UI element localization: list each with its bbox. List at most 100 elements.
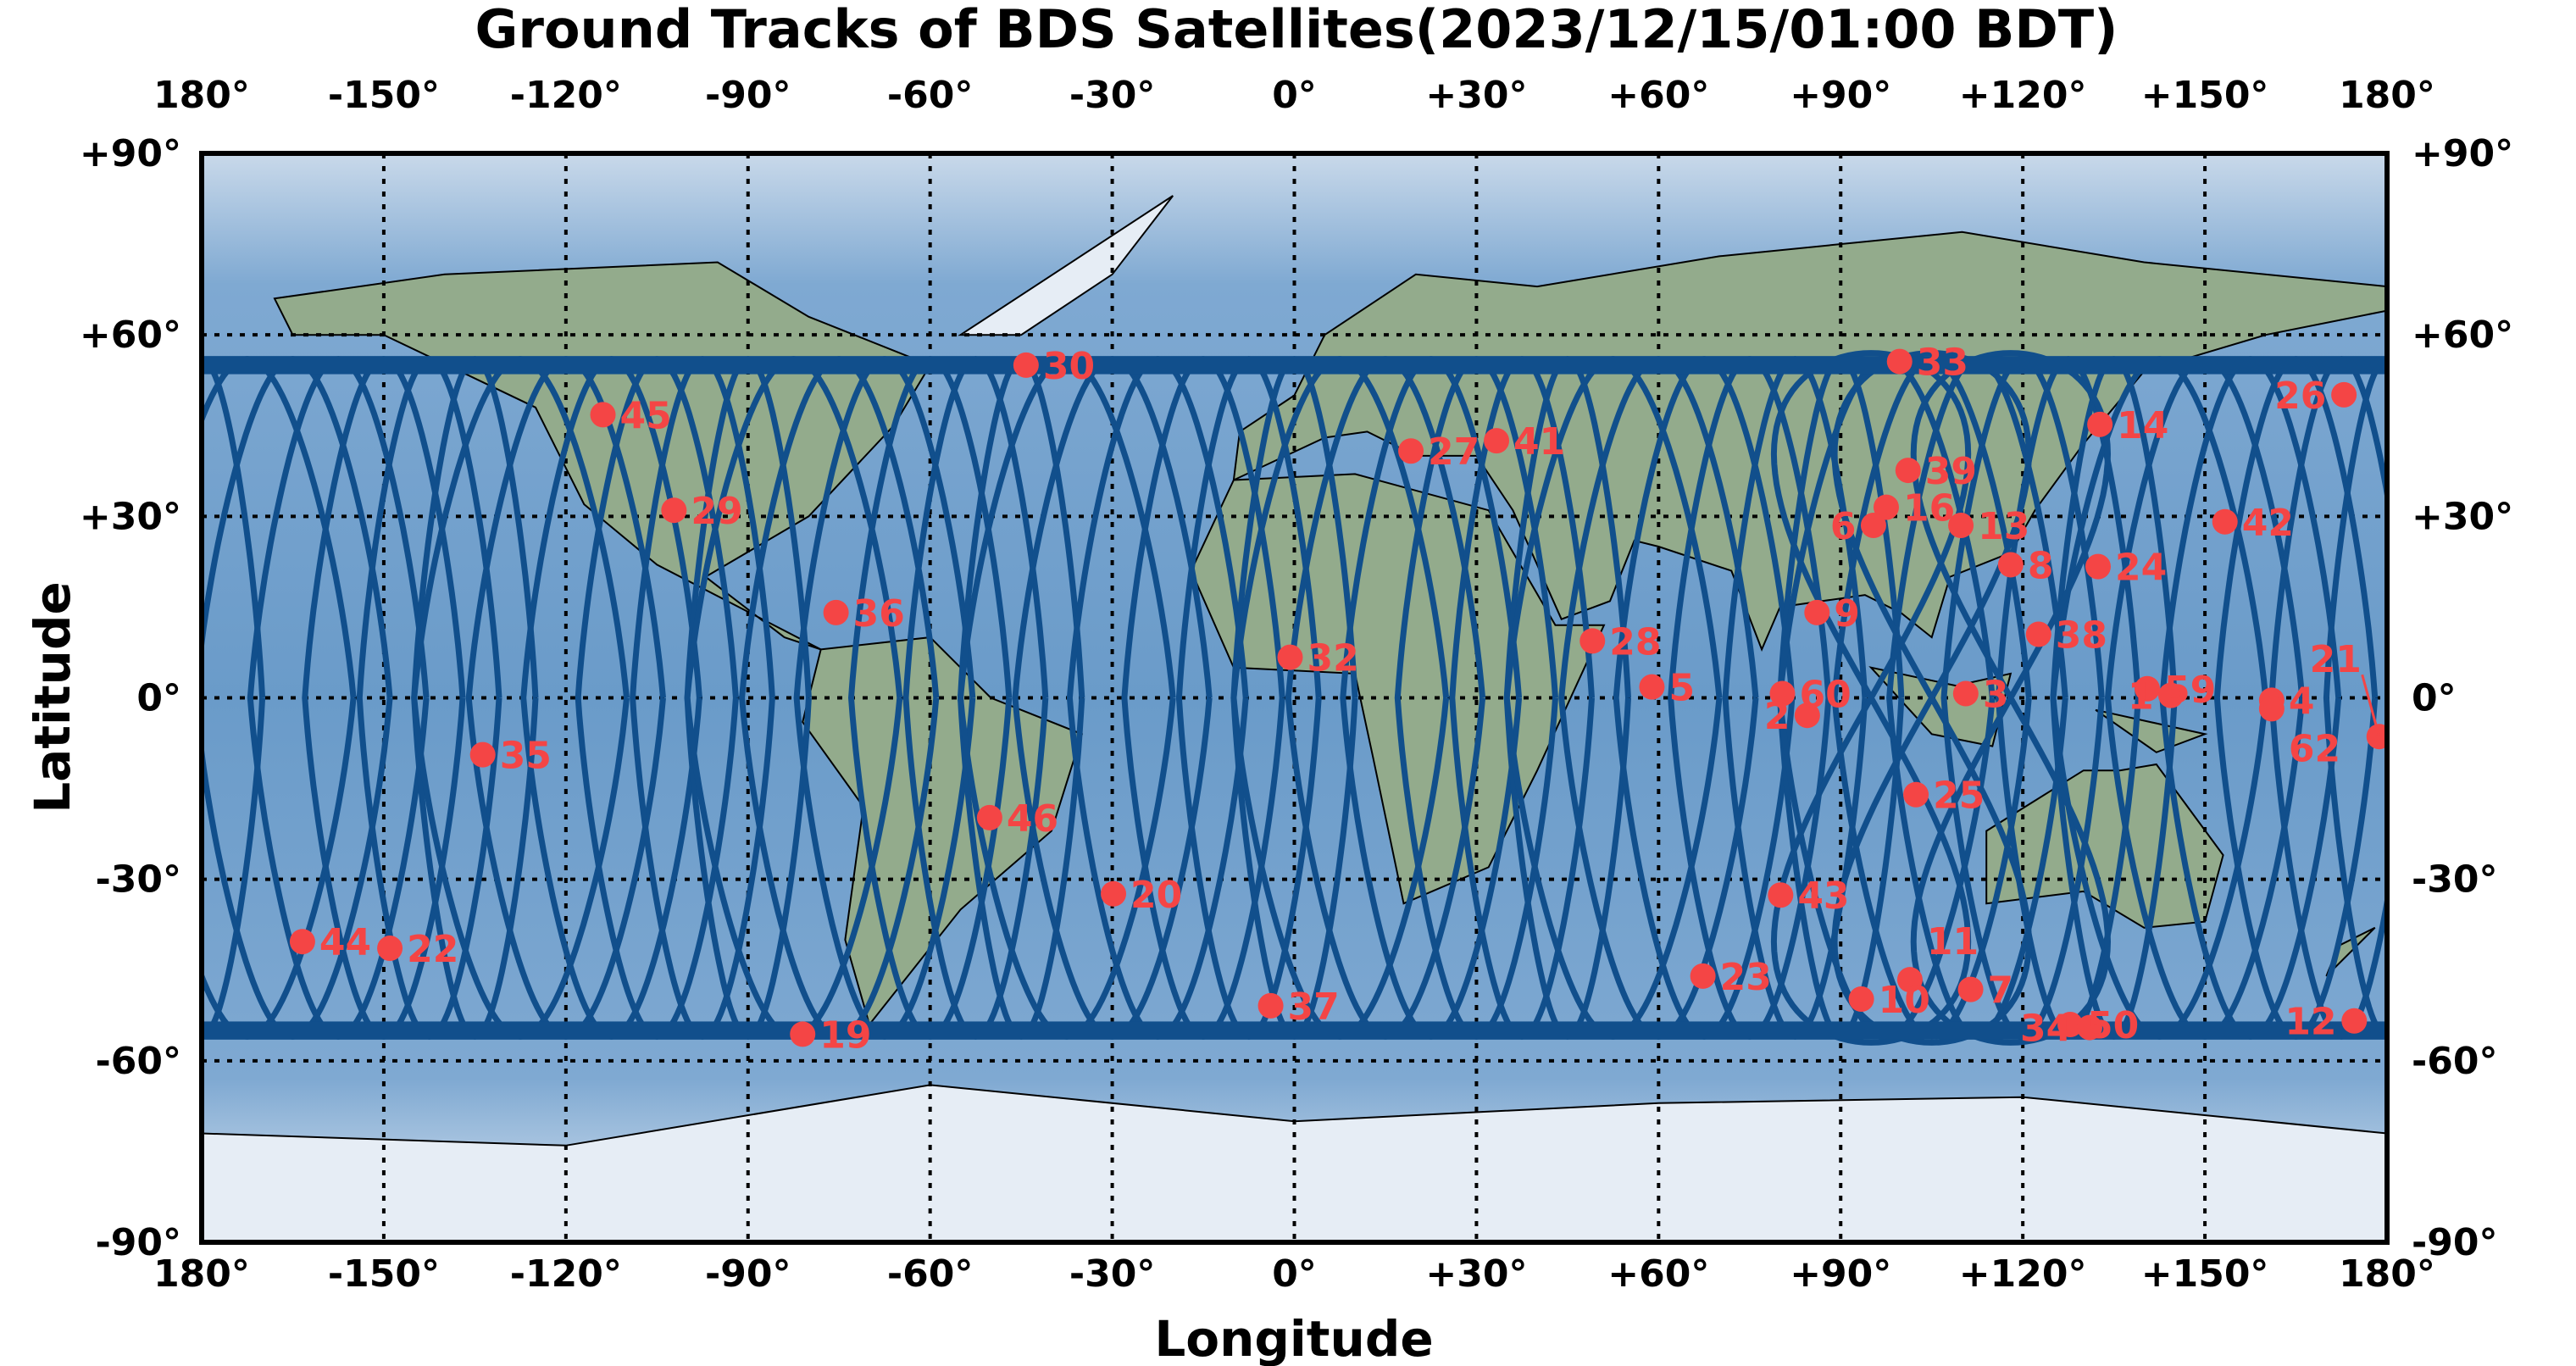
y-tick-label-left: 0°: [136, 677, 181, 720]
ground-track: [411, 356, 630, 1040]
satellite-label: 3: [1983, 674, 2009, 717]
x-tick-label-bottom: -60°: [887, 1252, 974, 1296]
y-tick-label-left: +60°: [80, 314, 181, 357]
track-band: [202, 1021, 2387, 1040]
satellite-label: 19: [819, 1013, 871, 1057]
axis-ticks: 180°180°-150°-150°-120°-120°-90°-90°-60°…: [80, 74, 2513, 1296]
igso-ground-track: [1770, 350, 1972, 1046]
ground-track: [1121, 356, 1285, 1040]
satellite-label: 33: [1917, 342, 1968, 385]
ground-track: [1285, 356, 1486, 1040]
satellite-point-41: [1484, 428, 1510, 454]
satellite-point-37: [1257, 992, 1284, 1019]
satellite-point-12: [2341, 1008, 2368, 1034]
ground-track: [1340, 356, 1523, 1040]
satellite-point-36: [823, 599, 849, 625]
x-tick-label-top: +90°: [1790, 74, 1891, 117]
y-tick-label-right: -60°: [2412, 1040, 2498, 1083]
ground-track: [793, 356, 976, 1040]
satellite-point-28: [1579, 628, 1606, 654]
satellite-label: 42: [2242, 502, 2294, 545]
chart-title: Ground Tracks of BDS Satellites(2023/12/…: [475, 0, 2118, 60]
land-shape: [958, 195, 1174, 336]
satellite-label: 9: [1834, 592, 1860, 636]
satellite-points: [289, 348, 2387, 1047]
satellite-label: 25: [1933, 775, 1985, 818]
satellite-label: 32: [1307, 637, 1358, 680]
satellite-label: 12: [2285, 1001, 2336, 1044]
satellite-point-16: [1873, 494, 1899, 520]
satellite-point-46: [976, 804, 1002, 830]
igso-ground-track: [1910, 350, 2112, 1046]
x-tick-label-top: +30°: [1425, 74, 1527, 117]
x-tick-label-bottom: -30°: [1069, 1252, 1156, 1296]
x-tick-label-top: -60°: [887, 74, 974, 117]
ground-track: [2104, 356, 2306, 1040]
ground-track: [202, 356, 357, 1040]
ground-track: [2213, 356, 2379, 1040]
x-tick-label-top: -120°: [510, 74, 622, 117]
satellite-label: 11: [1927, 920, 1979, 963]
satellite-label: 4: [2289, 680, 2315, 723]
satellite-label: 13: [1978, 505, 2029, 548]
satellite-point-2: [1794, 702, 1820, 729]
ground-track: [1940, 356, 2105, 1040]
satellite-label: 5: [1668, 667, 1695, 710]
y-tick-label-right: 0°: [2412, 677, 2457, 720]
ground-track: [1394, 356, 1558, 1040]
ground-track: [957, 356, 1176, 1040]
x-tick-label-bottom: 180°: [2339, 1252, 2435, 1296]
satellite-point-1: [2157, 682, 2184, 708]
satellite-label: 44: [319, 921, 371, 964]
satellite-point-27: [1398, 438, 1424, 464]
x-tick-label-bottom: +30°: [1425, 1252, 1527, 1296]
ground-track: [1503, 356, 1723, 1040]
satellite-label: 27: [1428, 430, 1480, 474]
satellite-label: 45: [620, 394, 672, 437]
satellite-point-32: [1277, 644, 1303, 670]
x-tick-label-top: 180°: [2339, 74, 2435, 117]
satellite-label: 2: [1764, 695, 1790, 738]
satellite-point-13: [1948, 513, 1974, 539]
satellite-label: 39: [1925, 450, 1977, 493]
ground-track: [1012, 356, 1213, 1040]
ground-track: [1668, 356, 1832, 1040]
satellite-point-43: [1768, 882, 1794, 908]
satellite-label: 43: [1797, 875, 1849, 918]
satellite-point-21: [2366, 724, 2387, 750]
satellite-label: 35: [500, 735, 552, 778]
ground-track: [202, 356, 266, 1040]
satellite-point-9: [1804, 599, 1830, 625]
satellite-point-5: [1639, 674, 1665, 700]
x-tick-label-top: -150°: [328, 74, 440, 117]
x-tick-label-bottom: +90°: [1790, 1252, 1891, 1296]
satellite-label: 6: [1830, 505, 1857, 548]
satellite-label: 1: [2128, 675, 2154, 719]
satellite-label: 20: [1130, 874, 1182, 917]
y-tick-label-right: +30°: [2412, 495, 2513, 538]
satellite-point-20: [1101, 880, 1127, 907]
satellite-point-38: [2025, 621, 2051, 647]
satellite-point-10: [1848, 986, 1874, 1013]
satellite-label: 23: [1720, 956, 1772, 999]
ground-track: [2323, 356, 2387, 1040]
satellite-point-11: [1896, 967, 1923, 993]
ground-track: [847, 356, 1013, 1040]
satellite-label: 46: [1007, 797, 1058, 841]
satellite-label: 30: [1043, 345, 1095, 388]
x-tick-label-top: +60°: [1607, 74, 1709, 117]
x-tick-label-bottom: +60°: [1607, 1252, 1709, 1296]
satellite-point-14: [2087, 411, 2113, 437]
x-axis-label: Longitude: [1154, 1310, 1433, 1366]
satellite-point-34: [2076, 1014, 2102, 1041]
ground-tracks: [202, 350, 2387, 1046]
y-tick-label-left: +30°: [80, 495, 181, 538]
x-tick-label-bottom: +120°: [1959, 1252, 2087, 1296]
satellite-label: 10: [1879, 979, 1930, 1022]
satellite-label: 28: [1609, 620, 1661, 664]
y-tick-label-left: +90°: [80, 132, 181, 175]
satellite-label: 22: [407, 928, 458, 971]
x-tick-label-top: 180°: [153, 74, 250, 117]
satellite-label: 34: [2020, 1008, 2072, 1051]
